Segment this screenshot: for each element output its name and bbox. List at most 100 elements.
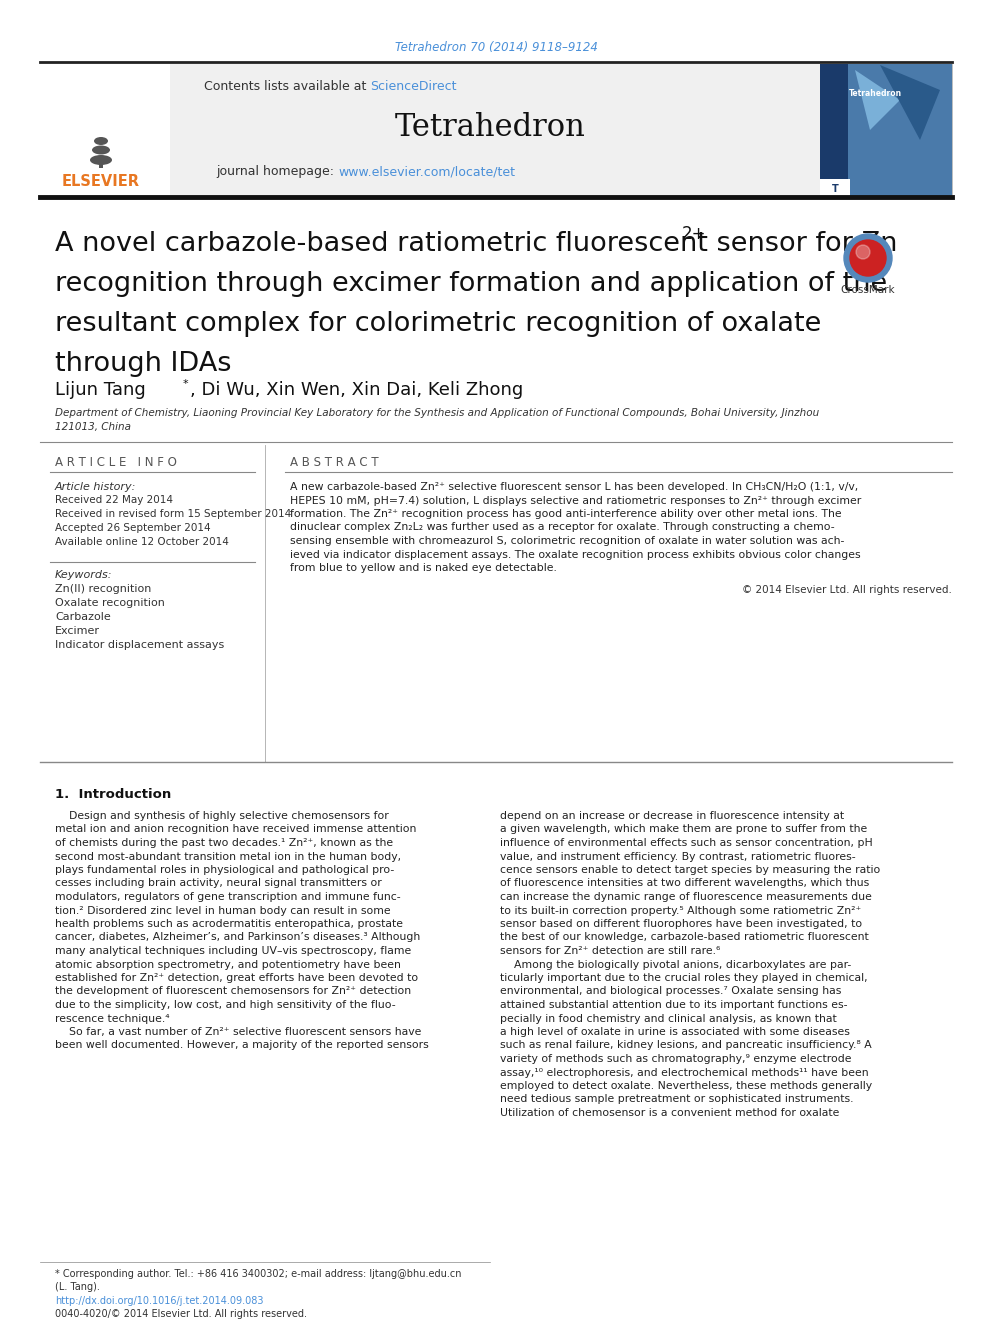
Text: assay,¹⁰ electrophoresis, and electrochemical methods¹¹ have been: assay,¹⁰ electrophoresis, and electroche…	[500, 1068, 869, 1077]
Text: need tedious sample pretreatment or sophisticated instruments.: need tedious sample pretreatment or soph…	[500, 1094, 853, 1105]
Text: rescence technique.⁴: rescence technique.⁴	[55, 1013, 170, 1024]
Text: plays fundamental roles in physiological and pathological pro-: plays fundamental roles in physiological…	[55, 865, 394, 875]
Text: resultant complex for colorimetric recognition of oxalate: resultant complex for colorimetric recog…	[55, 311, 821, 337]
Text: 121013, China: 121013, China	[55, 422, 131, 433]
Text: Utilization of chemosensor is a convenient method for oxalate: Utilization of chemosensor is a convenie…	[500, 1107, 839, 1118]
Text: recognition through excimer formation and application of the: recognition through excimer formation an…	[55, 271, 887, 296]
Text: 2+: 2+	[682, 225, 706, 243]
Text: employed to detect oxalate. Nevertheless, these methods generally: employed to detect oxalate. Nevertheless…	[500, 1081, 872, 1091]
Text: formation. The Zn²⁺ recognition process has good anti-interference ability over : formation. The Zn²⁺ recognition process …	[290, 509, 841, 519]
Text: A novel carbazole-based ratiometric fluorescent sensor for Zn: A novel carbazole-based ratiometric fluo…	[55, 232, 898, 257]
Text: of fluorescence intensities at two different wavelengths, which thus: of fluorescence intensities at two diffe…	[500, 878, 869, 889]
Text: A R T I C L E   I N F O: A R T I C L E I N F O	[55, 455, 177, 468]
Bar	[820, 64, 848, 197]
Text: variety of methods such as chromatography,⁹ enzyme electrode: variety of methods such as chromatograph…	[500, 1054, 851, 1064]
Text: Carbazole: Carbazole	[55, 613, 111, 622]
Text: (L. Tang).: (L. Tang).	[55, 1282, 100, 1293]
Text: been well documented. However, a majority of the reported sensors: been well documented. However, a majorit…	[55, 1040, 429, 1050]
Text: second most-abundant transition metal ion in the human body,: second most-abundant transition metal io…	[55, 852, 401, 861]
Text: metal ion and anion recognition have received immense attention: metal ion and anion recognition have rec…	[55, 824, 417, 835]
Text: Oxalate recognition: Oxalate recognition	[55, 598, 165, 609]
Text: Department of Chemistry, Liaoning Provincial Key Laboratory for the Synthesis an: Department of Chemistry, Liaoning Provin…	[55, 407, 819, 418]
Text: can increase the dynamic range of fluorescence measurements due: can increase the dynamic range of fluore…	[500, 892, 872, 902]
Text: sensors for Zn²⁺ detection are still rare.⁶: sensors for Zn²⁺ detection are still rar…	[500, 946, 720, 957]
Ellipse shape	[90, 155, 112, 165]
Text: modulators, regulators of gene transcription and immune func-: modulators, regulators of gene transcrip…	[55, 892, 401, 902]
Text: tion.² Disordered zinc level in human body can result in some: tion.² Disordered zinc level in human bo…	[55, 905, 391, 916]
Text: So far, a vast number of Zn²⁺ selective fluorescent sensors have: So far, a vast number of Zn²⁺ selective …	[55, 1027, 422, 1037]
Text: a given wavelength, which make them are prone to suffer from the: a given wavelength, which make them are …	[500, 824, 867, 835]
Text: Tetrahedron 70 (2014) 9118–9124: Tetrahedron 70 (2014) 9118–9124	[395, 41, 597, 54]
Text: © 2014 Elsevier Ltd. All rights reserved.: © 2014 Elsevier Ltd. All rights reserved…	[742, 585, 952, 595]
Text: atomic absorption spectrometry, and potentiometry have been: atomic absorption spectrometry, and pote…	[55, 959, 401, 970]
Text: sensor based on different fluorophores have been investigated, to: sensor based on different fluorophores h…	[500, 919, 862, 929]
Text: many analytical techniques including UV–vis spectroscopy, flame: many analytical techniques including UV–…	[55, 946, 412, 957]
Bar	[40, 64, 820, 197]
Text: Accepted 26 September 2014: Accepted 26 September 2014	[55, 523, 210, 533]
Text: Contents lists available at: Contents lists available at	[203, 79, 370, 93]
Text: a high level of oxalate in urine is associated with some diseases: a high level of oxalate in urine is asso…	[500, 1027, 850, 1037]
Ellipse shape	[92, 146, 110, 155]
Text: dinuclear complex Zn₂L₂ was further used as a receptor for oxalate. Through cons: dinuclear complex Zn₂L₂ was further used…	[290, 523, 834, 532]
Polygon shape	[880, 65, 940, 140]
Text: 1.  Introduction: 1. Introduction	[55, 789, 172, 802]
Text: Keywords:: Keywords:	[55, 570, 112, 579]
Bar	[99, 156, 103, 168]
Text: Available online 12 October 2014: Available online 12 October 2014	[55, 537, 229, 546]
Text: Zn(II) recognition: Zn(II) recognition	[55, 583, 152, 594]
Text: Indicator displacement assays: Indicator displacement assays	[55, 640, 224, 650]
Text: established for Zn²⁺ detection, great efforts have been devoted to: established for Zn²⁺ detection, great ef…	[55, 972, 418, 983]
Text: from blue to yellow and is naked eye detectable.: from blue to yellow and is naked eye det…	[290, 564, 557, 573]
Text: www.elsevier.com/locate/tet: www.elsevier.com/locate/tet	[338, 165, 515, 179]
Text: * Corresponding author. Tel.: +86 416 3400302; e-mail address: ljtang@bhu.edu.cn: * Corresponding author. Tel.: +86 416 34…	[55, 1269, 461, 1279]
Text: attained substantial attention due to its important functions es-: attained substantial attention due to it…	[500, 1000, 847, 1009]
Text: sensing ensemble with chromeazurol S, colorimetric recognition of oxalate in wat: sensing ensemble with chromeazurol S, co…	[290, 536, 844, 546]
Text: , Di Wu, Xin Wen, Xin Dai, Keli Zhong: , Di Wu, Xin Wen, Xin Dai, Keli Zhong	[190, 381, 523, 400]
Text: Among the biologically pivotal anions, dicarboxylates are par-: Among the biologically pivotal anions, d…	[500, 959, 851, 970]
Text: HEPES 10 mM, pH=7.4) solution, L displays selective and ratiometric responses to: HEPES 10 mM, pH=7.4) solution, L display…	[290, 496, 861, 505]
Bar	[848, 64, 952, 197]
Text: Received 22 May 2014: Received 22 May 2014	[55, 495, 173, 505]
Text: the development of fluorescent chemosensors for Zn²⁺ detection: the development of fluorescent chemosens…	[55, 987, 411, 996]
Text: value, and instrument efficiency. By contrast, ratiometric fluores-: value, and instrument efficiency. By con…	[500, 852, 856, 861]
Text: CrossMark: CrossMark	[840, 284, 896, 295]
Text: A B S T R A C T: A B S T R A C T	[290, 455, 379, 468]
Text: ticularly important due to the crucial roles they played in chemical,: ticularly important due to the crucial r…	[500, 972, 868, 983]
Text: health problems such as acrodermatitis enteropathica, prostate: health problems such as acrodermatitis e…	[55, 919, 403, 929]
Polygon shape	[855, 70, 900, 130]
Text: A new carbazole-based Zn²⁺ selective fluorescent sensor L has been developed. In: A new carbazole-based Zn²⁺ selective flu…	[290, 482, 858, 492]
Text: through IDAs: through IDAs	[55, 351, 231, 377]
Text: due to the simplicity, low cost, and high sensitivity of the fluo-: due to the simplicity, low cost, and hig…	[55, 1000, 396, 1009]
Text: ScienceDirect: ScienceDirect	[370, 79, 456, 93]
Text: Received in revised form 15 September 2014: Received in revised form 15 September 20…	[55, 509, 292, 519]
Circle shape	[844, 234, 892, 282]
Text: to its built-in correction property.⁵ Although some ratiometric Zn²⁺: to its built-in correction property.⁵ Al…	[500, 905, 861, 916]
Bar	[820, 64, 952, 197]
Text: depend on an increase or decrease in fluorescence intensity at: depend on an increase or decrease in flu…	[500, 811, 844, 822]
Text: the best of our knowledge, carbazole-based ratiometric fluorescent: the best of our knowledge, carbazole-bas…	[500, 933, 869, 942]
Bar	[820, 179, 850, 197]
Text: Article history:: Article history:	[55, 482, 136, 492]
Text: influence of environmental effects such as sensor concentration, pH: influence of environmental effects such …	[500, 837, 873, 848]
Text: such as renal failure, kidney lesions, and pancreatic insufficiency.⁸ A: such as renal failure, kidney lesions, a…	[500, 1040, 872, 1050]
Text: of chemists during the past two decades.¹ Zn²⁺, known as the: of chemists during the past two decades.…	[55, 837, 393, 848]
Text: environmental, and biological processes.⁷ Oxalate sensing has: environmental, and biological processes.…	[500, 987, 841, 996]
Text: Lijun Tang: Lijun Tang	[55, 381, 146, 400]
Text: cence sensors enable to detect target species by measuring the ratio: cence sensors enable to detect target sp…	[500, 865, 880, 875]
Text: pecially in food chemistry and clinical analysis, as known that: pecially in food chemistry and clinical …	[500, 1013, 836, 1024]
Text: Tetrahedron: Tetrahedron	[395, 112, 585, 143]
Text: T: T	[831, 184, 838, 194]
Ellipse shape	[94, 138, 108, 146]
Text: ieved via indicator displacement assays. The oxalate recognition process exhibit: ieved via indicator displacement assays.…	[290, 549, 861, 560]
Bar	[40, 64, 170, 197]
Text: http://dx.doi.org/10.1016/j.tet.2014.09.083: http://dx.doi.org/10.1016/j.tet.2014.09.…	[55, 1297, 264, 1306]
Text: cesses including brain activity, neural signal transmitters or: cesses including brain activity, neural …	[55, 878, 382, 889]
Text: Design and synthesis of highly selective chemosensors for: Design and synthesis of highly selective…	[55, 811, 389, 822]
Text: 0040-4020/© 2014 Elsevier Ltd. All rights reserved.: 0040-4020/© 2014 Elsevier Ltd. All right…	[55, 1308, 307, 1319]
Text: cancer, diabetes, Alzheimer’s, and Parkinson’s diseases.³ Although: cancer, diabetes, Alzheimer’s, and Parki…	[55, 933, 421, 942]
Text: journal homepage:: journal homepage:	[216, 165, 338, 179]
Text: ELSEVIER: ELSEVIER	[62, 175, 140, 189]
Text: *: *	[183, 378, 188, 389]
Circle shape	[856, 245, 870, 259]
Circle shape	[850, 239, 886, 277]
